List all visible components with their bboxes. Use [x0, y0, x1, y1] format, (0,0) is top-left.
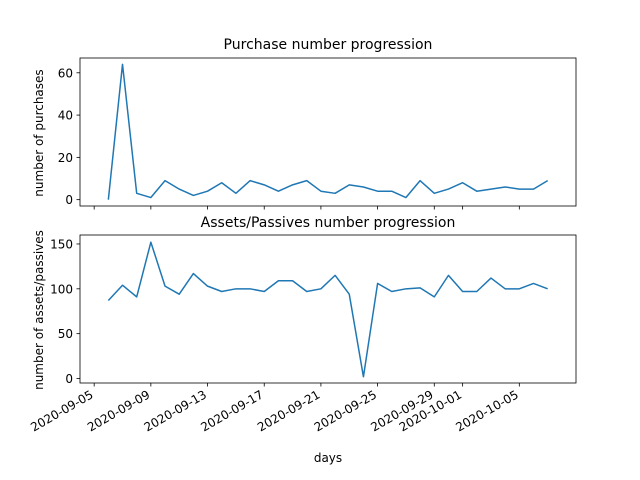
y-tick-label: 0	[65, 372, 73, 386]
y-tick-label: 50	[58, 327, 73, 341]
purchase-axis-ticks: 0 20 40 60	[58, 66, 520, 210]
assets-plot-frame	[79, 234, 577, 384]
x-tick-label: 2020-09-25	[312, 387, 379, 434]
assets-axis-ticks: 0501001502020-09-052020-09-092020-09-132…	[28, 237, 521, 434]
purchase-chart-title: Purchase number progression	[224, 37, 433, 53]
y-tick-label: 20	[58, 151, 73, 165]
purchase-subplot: Purchase number progression number of pu…	[32, 37, 577, 210]
assets-x-axis-label: days	[314, 451, 342, 465]
x-tick-label: 2020-09-05	[28, 387, 95, 434]
x-tick-label: 2020-09-09	[85, 387, 152, 434]
y-tick-label: 150	[50, 237, 73, 251]
y-tick-label: 40	[58, 109, 73, 123]
x-tick-label: 2020-09-13	[142, 387, 209, 434]
purchase-series-line	[107, 63, 549, 200]
assets-subplot: Assets/Passives number progression numbe…	[28, 215, 577, 465]
assets-series-line	[107, 241, 548, 378]
x-tick-label: 2020-09-21	[255, 387, 322, 434]
y-tick-label: 60	[58, 66, 73, 80]
x-tick-label: 2020-09-17	[198, 387, 265, 434]
purchase-plot-frame	[79, 57, 577, 207]
y-tick-label: 100	[50, 282, 73, 296]
assets-chart-title: Assets/Passives number progression	[201, 215, 456, 231]
y-tick-label: 0	[65, 193, 73, 207]
purchase-y-axis-label: number of purchases	[32, 69, 46, 196]
x-tick-label: 2020-10-05	[453, 387, 520, 434]
assets-y-axis-label: number of assets/passives	[32, 230, 46, 390]
